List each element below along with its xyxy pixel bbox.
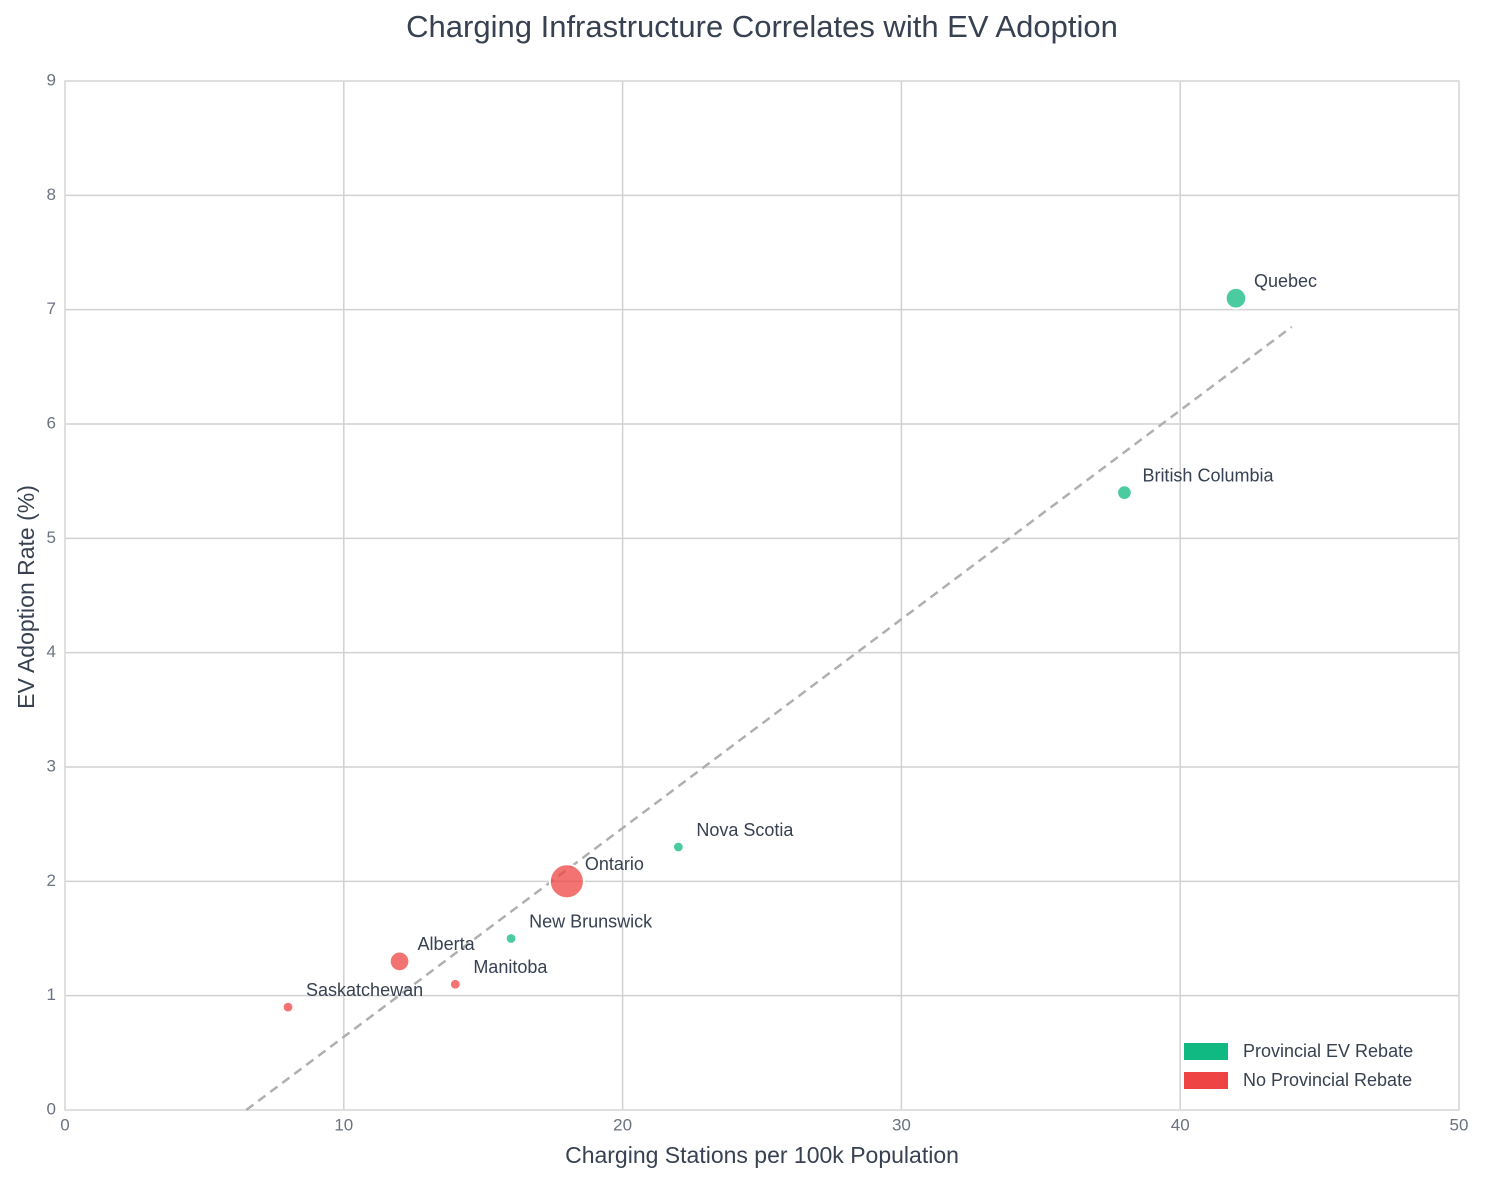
legend-swatch [1184,1072,1228,1089]
x-tick-label: 0 [60,1115,69,1134]
y-tick-label: 9 [47,70,56,89]
x-tick-label: 10 [334,1115,353,1134]
legend-swatch [1184,1043,1228,1060]
data-point [388,950,411,973]
y-axis-label: EV Adoption Rate (%) [13,485,39,709]
y-tick-label: 2 [47,871,56,890]
point-label: New Brunswick [529,911,653,931]
y-tick-label: 5 [47,528,56,547]
point-label: Ontario [585,854,644,874]
plot-border [64,80,1460,1111]
point-label: Nova Scotia [696,820,794,840]
data-point [448,977,462,991]
y-tick-label: 1 [47,985,56,1004]
point-label: Manitoba [473,957,548,977]
y-tick-label: 4 [47,642,56,661]
data-point [671,840,685,854]
x-axis-label: Charging Stations per 100k Population [565,1142,959,1168]
y-tick-label: 7 [47,299,56,318]
y-tick-label: 6 [47,413,56,432]
data-point [1224,286,1248,310]
data-point [1116,484,1133,501]
data-point [281,1000,295,1014]
legend-label: No Provincial Rebate [1243,1070,1412,1090]
trend-line [245,325,1293,1112]
data-point [504,932,518,945]
chart-title: Charging Infrastructure Correlates with … [406,9,1118,44]
point-label: British Columbia [1142,465,1274,485]
x-tick-label: 20 [613,1115,632,1134]
y-tick-label: 3 [47,756,56,775]
data-point [548,863,585,900]
point-label: Quebec [1254,271,1317,291]
x-tick-label: 30 [892,1115,911,1134]
x-tick-label: 40 [1171,1115,1190,1134]
legend-label: Provincial EV Rebate [1243,1041,1413,1061]
y-tick-label: 8 [47,185,56,204]
point-label: Saskatchewan [306,980,423,1000]
y-tick-label: 0 [47,1099,56,1118]
x-tick-label: 50 [1450,1115,1469,1134]
point-label: Alberta [418,934,476,954]
